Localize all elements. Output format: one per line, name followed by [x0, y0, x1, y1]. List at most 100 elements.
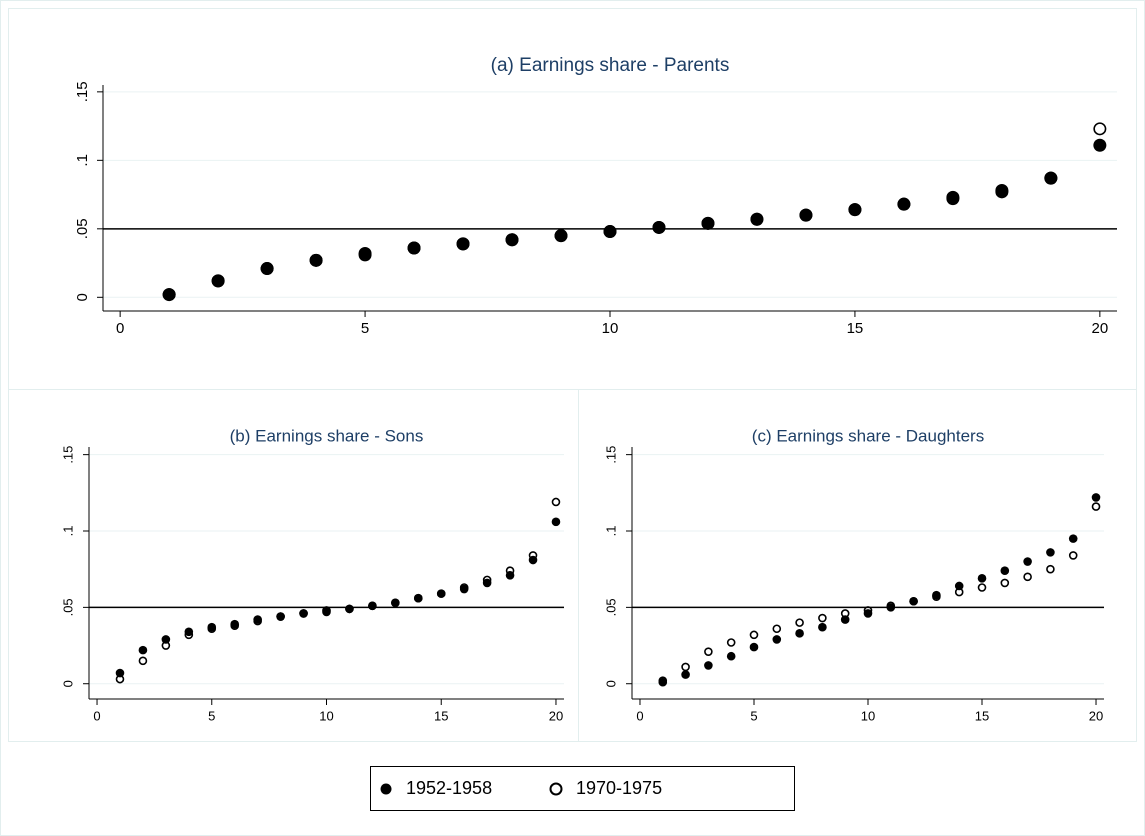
- point: [946, 192, 960, 206]
- point: [211, 274, 225, 288]
- x-tick-label: 20: [1092, 320, 1109, 337]
- point: [138, 656, 148, 666]
- point: [207, 624, 217, 634]
- point: [459, 583, 469, 592]
- legend-marker: [549, 782, 563, 796]
- point: [436, 589, 446, 598]
- legend-marker: [380, 783, 392, 795]
- point: [848, 203, 862, 217]
- point: [704, 661, 713, 670]
- point: [115, 674, 125, 684]
- panel-frame: [578, 389, 1137, 742]
- point: [840, 615, 850, 624]
- point: [652, 220, 666, 234]
- point: [977, 583, 987, 592]
- point: [977, 574, 987, 583]
- point: [554, 229, 568, 243]
- y-tick-label: .05: [60, 598, 75, 616]
- point: [848, 203, 862, 217]
- point: [726, 638, 736, 647]
- point: [1046, 564, 1055, 574]
- y-tick-label: 0: [60, 680, 75, 687]
- point: [407, 241, 421, 255]
- point: [138, 645, 148, 655]
- point: [505, 566, 515, 576]
- y-tick-label: .15: [60, 446, 75, 464]
- y-tick-label: .05: [74, 218, 91, 239]
- point: [456, 237, 470, 251]
- x-tick-label: 0: [116, 320, 124, 337]
- y-tick-label: .05: [603, 598, 618, 616]
- point: [681, 670, 690, 679]
- point: [701, 216, 715, 230]
- point: [551, 497, 561, 507]
- point: [749, 630, 759, 640]
- point: [799, 208, 813, 222]
- x-tick-label: 10: [861, 708, 875, 723]
- x-tick-label: 15: [975, 708, 989, 723]
- y-tick-label: .15: [603, 446, 618, 464]
- point: [184, 630, 194, 640]
- x-tick-label: 10: [319, 708, 333, 723]
- point: [505, 233, 519, 247]
- y-tick-label: 0: [74, 293, 91, 301]
- point: [413, 593, 423, 603]
- point: [1023, 572, 1032, 582]
- x-tick-label: 0: [93, 708, 100, 723]
- point: [1000, 566, 1010, 576]
- point: [309, 253, 323, 267]
- point: [161, 635, 171, 644]
- point: [456, 237, 470, 251]
- point: [704, 647, 713, 656]
- panel-frame: [8, 389, 579, 742]
- point: [863, 606, 873, 615]
- point: [909, 596, 918, 606]
- point: [995, 185, 1009, 199]
- point: [1044, 171, 1058, 185]
- point: [1093, 138, 1107, 152]
- x-tick-label: 15: [434, 708, 448, 723]
- chart-title: (a) Earnings share - Parents: [491, 55, 730, 76]
- point: [750, 212, 764, 226]
- point: [309, 253, 323, 267]
- point: [1068, 534, 1078, 543]
- point: [658, 676, 668, 685]
- point: [1046, 548, 1055, 557]
- point: [681, 662, 690, 672]
- y-tick-label: .15: [74, 81, 91, 102]
- point: [368, 601, 377, 611]
- point: [749, 642, 759, 652]
- x-tick-label: 20: [1089, 708, 1103, 723]
- x-tick-label: 20: [549, 708, 563, 723]
- point: [954, 581, 964, 591]
- point: [795, 618, 804, 627]
- point: [886, 601, 896, 611]
- legend-box: [370, 766, 795, 811]
- point: [482, 575, 492, 585]
- point: [750, 212, 764, 226]
- point: [772, 624, 782, 634]
- point: [603, 225, 617, 239]
- point: [276, 612, 285, 621]
- point: [1044, 171, 1058, 185]
- point: [701, 216, 715, 230]
- point: [818, 613, 827, 623]
- point: [897, 197, 911, 211]
- point: [260, 262, 274, 276]
- legend-label: 1970-1975: [576, 778, 662, 798]
- point: [932, 592, 941, 601]
- point: [260, 262, 274, 276]
- point: [795, 629, 804, 638]
- point: [391, 598, 400, 608]
- point: [1068, 551, 1078, 560]
- point: [554, 229, 568, 243]
- point: [1091, 502, 1101, 511]
- y-tick-label: 0: [603, 680, 618, 687]
- point: [840, 609, 850, 618]
- point: [345, 604, 354, 614]
- point: [253, 616, 262, 626]
- point: [897, 197, 911, 211]
- point: [1023, 557, 1032, 566]
- point: [603, 225, 617, 239]
